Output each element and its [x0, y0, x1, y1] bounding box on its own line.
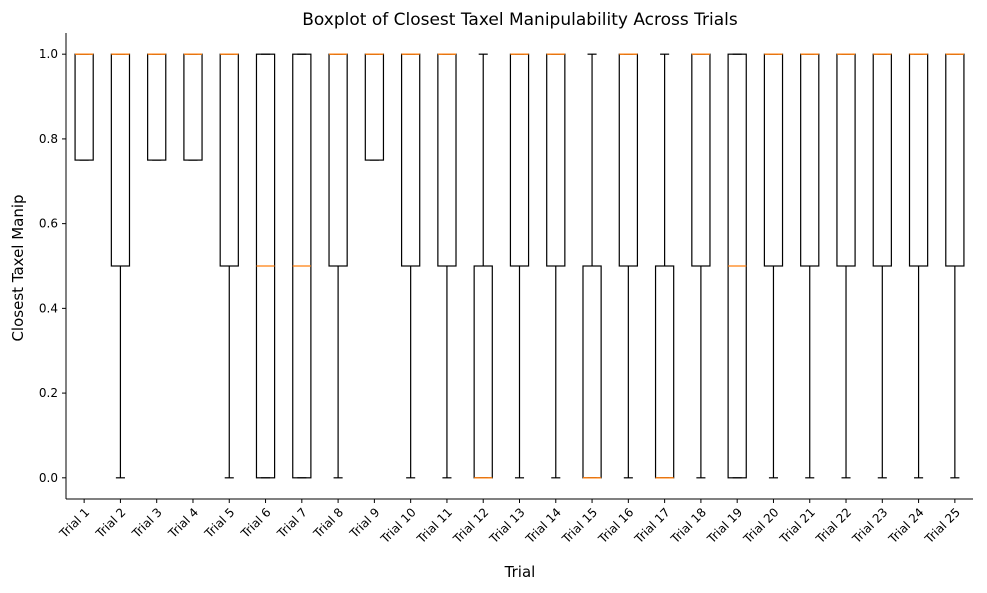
x-tick-label: Trial 7 — [274, 505, 310, 541]
x-tick-label: Trial 16 — [595, 505, 636, 546]
x-tick-label: Trial 11 — [414, 505, 455, 546]
box-group — [618, 53, 639, 479]
box — [110, 53, 131, 267]
x-tick-label: Trial 14 — [522, 505, 563, 546]
box — [546, 53, 566, 267]
box-group — [509, 53, 530, 479]
box — [509, 53, 530, 267]
x-tick-label: Trial 5 — [201, 505, 237, 541]
x-tick-label: Trial 17 — [631, 505, 672, 546]
x-tick-label: Trial 8 — [310, 505, 346, 541]
x-axis: Trial 1 Trial 2 Trial 3 Trial 4 Trial 5 Trial… — [56, 498, 973, 547]
box — [328, 53, 348, 267]
box-group — [654, 53, 675, 479]
x-tick-label: Trial 6 — [238, 505, 274, 541]
box — [473, 265, 493, 479]
box-group — [691, 53, 711, 479]
box-group — [437, 53, 457, 479]
x-axis-label: Trial — [504, 563, 536, 581]
box-group — [183, 53, 203, 161]
box — [908, 53, 929, 267]
box-group — [255, 53, 276, 479]
box — [582, 265, 602, 479]
x-tick-label: Trial 13 — [486, 505, 527, 546]
x-tick-label: Trial 23 — [849, 505, 890, 546]
x-tick-label: Trial 1 — [56, 505, 92, 541]
chart-title: Boxplot of Closest Taxel Manipulability … — [302, 10, 738, 30]
y-tick-label: 0.0 — [39, 471, 58, 485]
box — [872, 53, 892, 267]
box-group — [74, 53, 94, 161]
box-group — [727, 53, 747, 479]
box-group — [836, 53, 856, 479]
box — [364, 53, 385, 161]
box-group — [473, 53, 493, 479]
box-group — [328, 53, 348, 479]
box-group — [219, 53, 239, 479]
y-tick-label: 0.6 — [39, 217, 58, 231]
box-group — [945, 53, 965, 479]
box — [400, 53, 421, 267]
box — [836, 53, 856, 267]
box-group — [763, 53, 784, 479]
box-group — [546, 53, 566, 479]
box-group — [292, 53, 312, 479]
y-tick-label: 0.4 — [39, 301, 58, 315]
x-tick-label: Trial 25 — [922, 505, 963, 546]
box — [763, 53, 784, 267]
x-tick-label: Trial 19 — [704, 505, 745, 546]
box-group — [110, 53, 131, 479]
x-tick-label: Trial 3 — [129, 505, 165, 541]
y-axis-label: Closest Taxel Manip — [9, 194, 27, 341]
x-tick-label: Trial 15 — [559, 505, 600, 546]
box — [654, 265, 675, 479]
x-tick-label: Trial 10 — [377, 505, 418, 546]
x-tick-label: Trial 12 — [450, 505, 491, 546]
box-group — [147, 53, 167, 161]
box — [437, 53, 457, 267]
y-tick-label: 0.2 — [39, 386, 58, 400]
x-tick-label: Trial 4 — [165, 505, 201, 541]
box — [800, 53, 820, 267]
box-group — [364, 53, 385, 161]
box — [74, 53, 94, 161]
box — [183, 53, 203, 161]
box — [219, 53, 239, 267]
x-tick-label: Trial 24 — [885, 505, 926, 546]
box — [945, 53, 965, 267]
x-tick-label: Trial 20 — [740, 505, 781, 546]
y-tick-label: 0.8 — [39, 132, 58, 146]
plot-area — [74, 53, 965, 479]
box — [147, 53, 167, 161]
box — [618, 53, 639, 267]
x-tick-label: Trial 21 — [776, 505, 817, 546]
x-tick-label: Trial 2 — [92, 505, 128, 541]
y-axis: 0.0 0.2 0.4 0.6 0.8 1.0 — [39, 33, 67, 499]
box-group — [800, 53, 820, 479]
box-group — [582, 53, 602, 479]
y-tick-label: 1.0 — [39, 47, 58, 61]
box-group — [872, 53, 892, 479]
box-group — [400, 53, 421, 479]
box-group — [908, 53, 929, 479]
x-tick-label: Trial 18 — [668, 505, 709, 546]
box — [691, 53, 711, 267]
x-tick-label: Trial 22 — [813, 505, 854, 546]
